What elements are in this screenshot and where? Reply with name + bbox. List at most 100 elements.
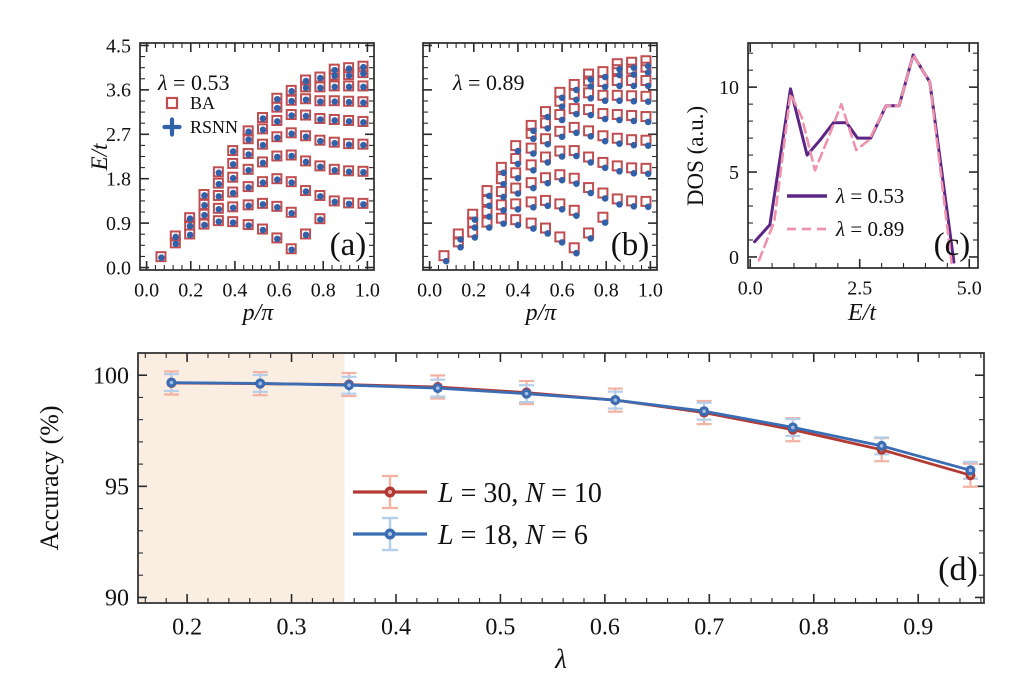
rsnn-marker xyxy=(229,161,237,168)
rsnn-marker xyxy=(544,113,552,121)
rsnn-marker xyxy=(471,234,479,241)
ba-marker xyxy=(357,165,369,177)
rsnn-marker xyxy=(186,215,194,222)
rsnn-marker xyxy=(442,257,450,265)
rsnn-marker xyxy=(587,76,595,83)
ba-marker xyxy=(184,212,196,224)
rsnn-marker xyxy=(245,128,252,136)
rsnn-marker xyxy=(288,179,295,186)
x-tick-label: 0.2 xyxy=(172,615,202,641)
rsnn-marker xyxy=(345,200,353,208)
rsnn-marker xyxy=(201,211,208,219)
panel-b-series-rsnn xyxy=(442,62,652,265)
rsnn-marker xyxy=(530,225,537,232)
ba-marker xyxy=(227,171,239,183)
rsnn-marker xyxy=(215,169,223,177)
rsnn-marker xyxy=(259,126,267,134)
x-tick-label: 0.6 xyxy=(590,615,620,641)
rsnn-marker xyxy=(500,193,507,201)
panel-label: (c) xyxy=(934,227,971,263)
ba-marker xyxy=(314,95,326,107)
x-tick-label: 0.2 xyxy=(461,279,486,301)
ba-marker xyxy=(257,123,269,135)
rsnn-marker xyxy=(573,110,580,118)
rsnn-marker xyxy=(317,98,324,106)
rsnn-marker xyxy=(259,141,267,149)
ba-marker xyxy=(227,145,239,157)
rsnn-marker xyxy=(302,77,310,85)
rsnn-marker xyxy=(259,115,267,122)
ba-marker xyxy=(343,80,355,92)
y-tick-label: 5 xyxy=(729,162,739,184)
ba-marker xyxy=(357,197,369,209)
annotation-lambda: λ = 0.89 xyxy=(452,70,524,95)
ba-marker xyxy=(300,155,312,167)
y-tick-label: 0.0 xyxy=(106,257,131,279)
rsnn-marker xyxy=(186,231,194,239)
ba-marker xyxy=(242,199,254,211)
rsnn-marker xyxy=(514,190,522,197)
rsnn-marker xyxy=(245,184,252,191)
ba-marker xyxy=(314,134,326,146)
rsnn-marker xyxy=(644,142,652,149)
axes-frame xyxy=(137,352,985,604)
panel-label: (a) xyxy=(330,227,367,263)
ba-marker xyxy=(227,201,239,213)
rsnn-marker xyxy=(331,167,339,174)
ba-marker xyxy=(242,181,254,193)
x-tick-label: 0.2 xyxy=(178,279,203,301)
rsnn-marker xyxy=(630,141,638,149)
rsnn-marker xyxy=(485,202,493,210)
rsnn-marker xyxy=(345,65,353,72)
rsnn-marker xyxy=(644,69,652,76)
rsnn-marker xyxy=(360,168,367,176)
rsnn-marker xyxy=(601,137,609,145)
rsnn-marker xyxy=(530,184,537,192)
x-tick-label: 0.6 xyxy=(550,279,575,301)
ba-marker xyxy=(212,189,224,201)
rsnn-marker xyxy=(558,176,566,184)
legend-label-l30: L = 30, N = 10 xyxy=(437,478,602,509)
rsnn-marker xyxy=(288,246,295,254)
rsnn-marker xyxy=(274,235,281,243)
ba-marker xyxy=(300,130,312,142)
ba-marker xyxy=(212,177,224,189)
rsnn-marker xyxy=(457,236,464,243)
rsnn-marker xyxy=(514,160,522,168)
x-tick-label: 0.4 xyxy=(222,279,247,301)
ba-marker xyxy=(314,113,326,125)
rsnn-marker xyxy=(573,212,580,220)
ba-marker xyxy=(343,95,355,107)
ba-marker xyxy=(242,148,254,160)
rsnn-marker xyxy=(317,193,324,200)
panel-d-ylabel: Accuracy (%) xyxy=(35,405,64,550)
ba-marker xyxy=(212,202,224,214)
rsnn-marker xyxy=(514,206,522,213)
ba-marker xyxy=(285,206,297,218)
x-tick-label: 0.9 xyxy=(903,615,933,641)
axis-ticks xyxy=(423,43,657,270)
rsnn-marker xyxy=(544,125,552,132)
y-tick-label: 4.5 xyxy=(106,35,131,57)
rsnn-marker xyxy=(558,116,566,124)
rsnn-marker xyxy=(530,150,537,157)
x-tick-label: 0.8 xyxy=(311,279,336,301)
y-tick-label: 3.6 xyxy=(106,80,131,102)
rsnn-marker xyxy=(201,221,208,229)
rsnn-marker xyxy=(215,218,223,225)
rsnn-marker xyxy=(317,163,324,171)
rsnn-marker xyxy=(530,127,537,135)
ba-marker xyxy=(212,215,224,227)
ba-marker xyxy=(300,228,312,240)
ba-marker xyxy=(198,188,210,200)
rsnn-marker xyxy=(644,170,652,178)
rsnn-marker xyxy=(274,104,281,112)
rsnn-marker xyxy=(644,82,652,90)
rsnn-marker xyxy=(288,97,295,105)
rsnn-marker xyxy=(630,203,638,210)
rsnn-marker xyxy=(331,98,339,106)
y-tick-label: 90 xyxy=(105,586,129,612)
rsnn-marker xyxy=(601,115,609,123)
rsnn-marker xyxy=(201,192,208,199)
y-tick-label: 10 xyxy=(719,77,739,99)
